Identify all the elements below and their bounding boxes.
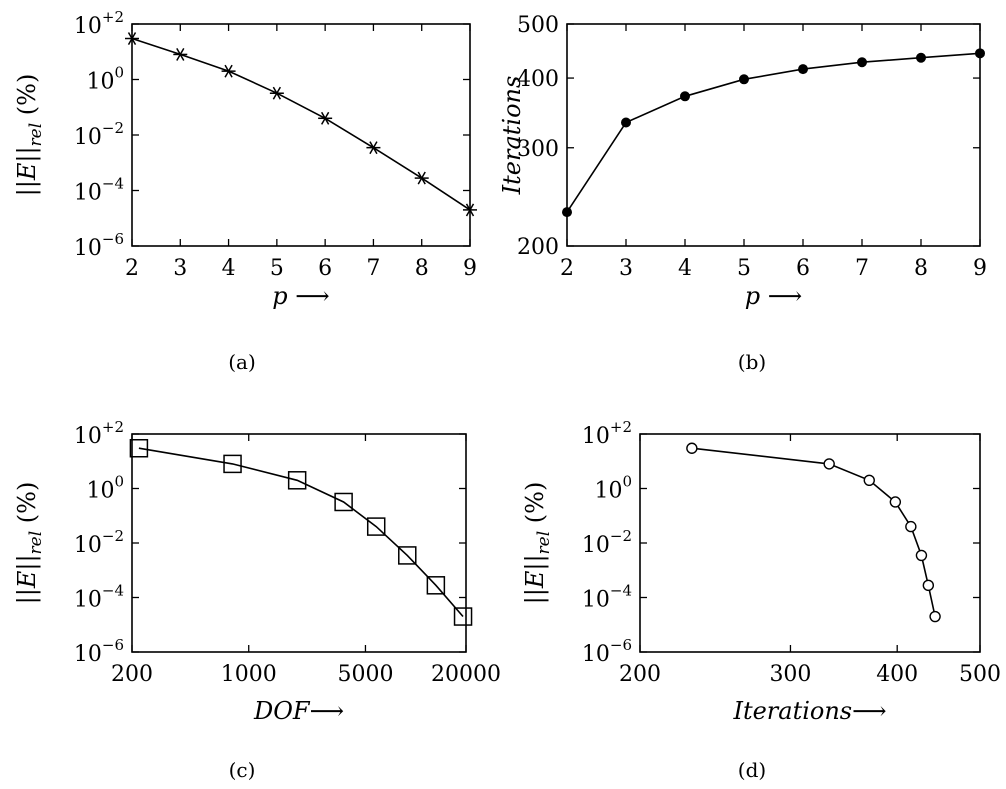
data-point-star — [318, 111, 333, 125]
series-line — [566, 52, 981, 213]
data-point-square — [287, 471, 307, 490]
data-point-circle — [889, 496, 902, 508]
plot-frame — [639, 433, 981, 653]
y-tick-label: 10−2 — [74, 527, 124, 558]
series-line — [138, 447, 464, 618]
y-tick-label: 100 — [86, 473, 124, 504]
x-axis-label: Iterations⟶ — [732, 697, 886, 725]
x-tick-label: 2 — [560, 256, 574, 281]
y-tick-label: 300 — [517, 137, 559, 162]
x-tick-label: 200 — [111, 662, 153, 687]
x-tick-label: 20000 — [431, 662, 501, 687]
x-tick-label: 5 — [737, 256, 751, 281]
data-point-circle — [915, 549, 928, 562]
data-point-circle — [798, 64, 808, 75]
y-axis-label: ||E||rel (%) — [521, 482, 554, 605]
data-point-circle — [823, 458, 835, 470]
y-tick-label: 200 — [517, 235, 559, 260]
data-point-star — [269, 86, 284, 100]
y-axis-label: ||E||rel (%) — [13, 74, 46, 197]
chart-panel-b: 2 3 4 5 6 7 8 9 200 300 400 500 p ⟶ Iterations (b) — [498, 13, 987, 374]
x-axis-label: p ⟶ — [745, 282, 802, 310]
y-tick-label: 10+2 — [582, 418, 632, 449]
x-tick-label: 500 — [959, 662, 1001, 687]
data-point-circle — [739, 74, 749, 85]
data-point-circle — [905, 520, 917, 533]
data-point-circle — [929, 610, 941, 623]
data-point-circle — [863, 474, 875, 486]
y-tick-label: 400 — [517, 67, 559, 92]
data-point-star — [221, 64, 236, 78]
panel-caption: (a) — [228, 350, 256, 374]
x-tick-label: 4 — [222, 256, 236, 281]
x-tick-label: 200 — [619, 662, 661, 687]
y-tick-label: 10+2 — [74, 8, 124, 39]
x-tick-label: 5 — [270, 256, 284, 281]
x-tick-label: 7 — [366, 256, 380, 281]
x-axis-label: p ⟶ — [272, 282, 329, 310]
x-tick-label: 3 — [619, 256, 633, 281]
x-tick-label: 7 — [855, 256, 869, 281]
x-tick-label: 6 — [796, 256, 810, 281]
y-tick-label: 10−2 — [582, 527, 632, 558]
x-tick-label: 2 — [125, 256, 139, 281]
data-point-square — [453, 607, 473, 626]
data-point-circle — [857, 57, 867, 68]
y-tick-label: 10−4 — [74, 175, 124, 206]
y-tick-label: 10−4 — [582, 582, 632, 613]
x-tick-label: 1000 — [221, 662, 277, 687]
data-point-circle — [916, 52, 926, 63]
x-tick-label: 6 — [318, 256, 332, 281]
data-point-star — [463, 203, 477, 217]
data-point-circle — [975, 48, 985, 59]
data-point-circle — [686, 442, 698, 454]
data-point-star — [366, 141, 381, 155]
panel-caption: (b) — [738, 350, 766, 374]
y-tick-label: 10−6 — [74, 636, 124, 667]
data-point-square — [129, 438, 149, 458]
chart-panel-a: 2 3 4 5 6 7 8 9 10−6 10−4 10−2 100 10+2 p ⟶ ||E||rel (… — [13, 8, 477, 374]
data-point-star — [125, 32, 139, 45]
x-tick-label: 4 — [678, 256, 692, 281]
y-tick-label: 10−2 — [74, 119, 124, 150]
x-tick-label: 9 — [463, 256, 477, 281]
data-point-square — [398, 546, 417, 565]
panel-caption: (d) — [738, 758, 766, 782]
series-line — [691, 447, 936, 617]
y-tick-label: 100 — [594, 473, 632, 504]
data-point-square — [223, 454, 242, 474]
chart-panel-c: 200 1000 5000 20000 10−6 10−4 10−2 100 10+2 DOF⟶ |… — [13, 418, 501, 782]
y-axis-label: Iterations — [498, 76, 526, 196]
x-tick-label: 300 — [769, 662, 811, 687]
x-tick-label: 400 — [876, 662, 918, 687]
data-point-star — [414, 171, 429, 185]
data-point-circle — [621, 117, 631, 128]
series-line — [131, 37, 471, 211]
x-tick-label: 3 — [173, 256, 187, 281]
x-axis-label: DOF⟶ — [253, 697, 344, 725]
y-tick-label: 100 — [86, 64, 124, 95]
data-point-circle — [680, 91, 690, 102]
y-tick-label: 10+2 — [74, 418, 124, 449]
y-tick-label: 10−6 — [582, 636, 632, 667]
y-tick-label: 500 — [517, 13, 559, 38]
x-tick-label: 9 — [973, 256, 987, 281]
y-tick-label: 10−4 — [74, 582, 124, 613]
data-point-star — [173, 48, 188, 61]
y-axis-label: ||E||rel (%) — [13, 482, 46, 605]
y-tick-label: 10−6 — [74, 230, 124, 261]
chart-panel-d: 200 300 400 500 10−6 10−4 10−2 100 10+2 Iteration… — [521, 418, 1001, 782]
data-point-square — [366, 517, 386, 536]
data-point-circle — [562, 207, 572, 218]
x-tick-label: 8 — [914, 256, 928, 281]
data-point-square — [334, 492, 353, 512]
plot-frame — [131, 433, 467, 653]
panel-caption: (c) — [229, 758, 256, 782]
x-tick-label: 8 — [415, 256, 429, 281]
data-point-square — [426, 576, 446, 595]
x-tick-label: 5000 — [337, 662, 393, 687]
data-point-circle — [922, 579, 935, 592]
plot-frame — [566, 23, 981, 247]
